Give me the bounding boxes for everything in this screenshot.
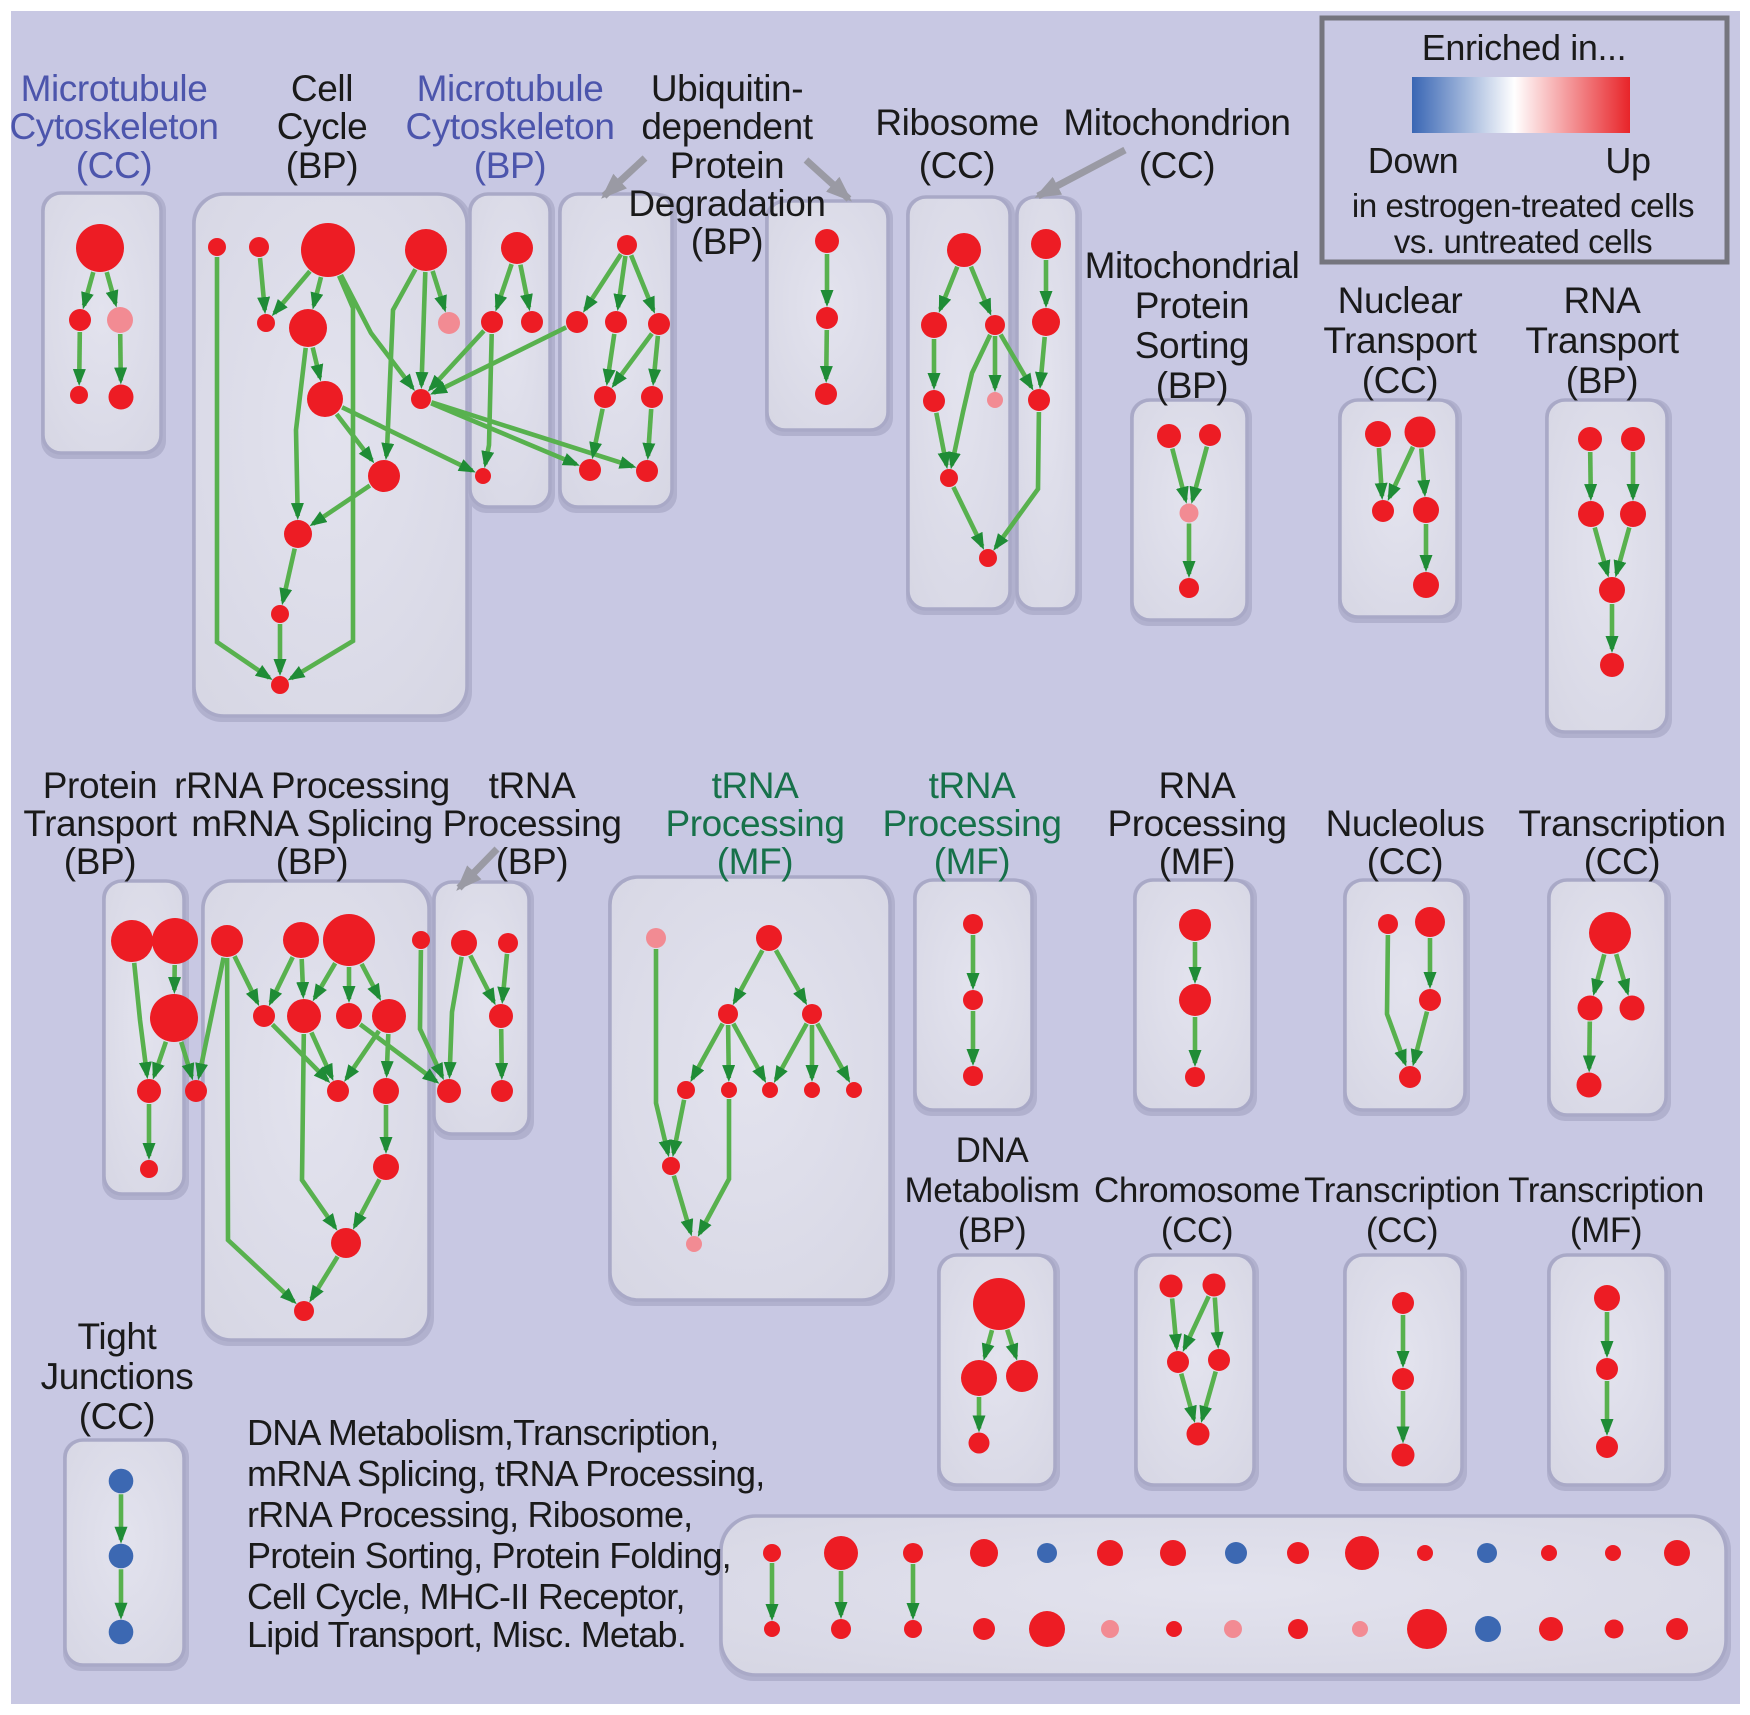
svg-text:Up: Up <box>1605 140 1650 181</box>
svg-text:(CC): (CC) <box>919 145 995 186</box>
svg-text:Ubiquitin-: Ubiquitin- <box>651 68 803 109</box>
svg-text:dependent: dependent <box>641 106 813 147</box>
svg-text:Tight: Tight <box>78 1316 158 1357</box>
svg-text:(CC): (CC) <box>1367 841 1443 882</box>
svg-text:Metabolism: Metabolism <box>905 1171 1080 1210</box>
svg-text:Transcription: Transcription <box>1508 1171 1704 1210</box>
svg-text:rRNA Processing, Ribosome,: rRNA Processing, Ribosome, <box>247 1494 692 1535</box>
svg-text:Cell: Cell <box>291 68 353 109</box>
svg-text:(BP): (BP) <box>286 145 358 186</box>
svg-text:(MF): (MF) <box>1159 841 1235 882</box>
svg-text:Protein: Protein <box>43 765 157 806</box>
svg-text:Cell Cycle, MHC-II Receptor,: Cell Cycle, MHC-II Receptor, <box>247 1576 685 1617</box>
svg-text:rRNA Processing: rRNA Processing <box>174 765 450 806</box>
svg-text:Transcription: Transcription <box>1518 803 1725 844</box>
svg-text:Lipid Transport, Misc. Metab.: Lipid Transport, Misc. Metab. <box>247 1614 686 1655</box>
svg-text:(BP): (BP) <box>691 221 763 262</box>
svg-text:(BP): (BP) <box>958 1211 1026 1250</box>
svg-text:(BP): (BP) <box>64 841 136 882</box>
svg-text:Protein: Protein <box>670 145 784 186</box>
svg-text:Transcription: Transcription <box>1304 1171 1500 1210</box>
svg-text:(MF): (MF) <box>934 841 1010 882</box>
svg-text:Chromosome: Chromosome <box>1094 1171 1300 1210</box>
svg-text:Degradation: Degradation <box>628 183 825 224</box>
svg-text:Cycle: Cycle <box>277 106 368 147</box>
svg-text:Enriched in...: Enriched in... <box>1422 27 1627 68</box>
svg-text:(BP): (BP) <box>276 841 348 882</box>
svg-text:(CC): (CC) <box>1366 1211 1438 1250</box>
svg-text:Junctions: Junctions <box>41 1356 194 1397</box>
svg-text:Ribosome: Ribosome <box>875 102 1038 143</box>
svg-text:(MF): (MF) <box>717 841 793 882</box>
svg-text:Mitochondrion: Mitochondrion <box>1063 102 1290 143</box>
svg-text:Cytoskeleton: Cytoskeleton <box>9 106 218 147</box>
svg-text:Nuclear: Nuclear <box>1338 280 1463 321</box>
svg-text:Transport: Transport <box>1323 320 1477 361</box>
svg-text:(BP): (BP) <box>496 841 568 882</box>
svg-text:Cytoskeleton: Cytoskeleton <box>405 106 614 147</box>
svg-text:DNA: DNA <box>956 1131 1030 1170</box>
svg-text:(CC): (CC) <box>76 145 152 186</box>
svg-text:(CC): (CC) <box>1584 841 1660 882</box>
svg-text:Transport: Transport <box>1525 320 1679 361</box>
svg-text:(CC): (CC) <box>1139 145 1215 186</box>
svg-text:mRNA Splicing: mRNA Splicing <box>191 803 433 844</box>
svg-text:Down: Down <box>1368 140 1458 181</box>
svg-text:(BP): (BP) <box>1566 360 1638 401</box>
svg-text:Nucleolus: Nucleolus <box>1326 803 1485 844</box>
svg-text:Sorting: Sorting <box>1135 325 1249 366</box>
svg-text:Microtubule: Microtubule <box>417 68 604 109</box>
svg-text:tRNA: tRNA <box>712 765 800 806</box>
svg-text:Mitochondrial: Mitochondrial <box>1085 245 1300 286</box>
svg-text:RNA: RNA <box>1564 280 1642 321</box>
svg-text:Protein: Protein <box>1135 285 1249 326</box>
svg-text:in estrogen-treated cells: in estrogen-treated cells <box>1352 187 1694 224</box>
svg-text:Processing: Processing <box>665 803 844 844</box>
svg-text:mRNA Splicing, tRNA Processing: mRNA Splicing, tRNA Processing, <box>247 1453 764 1494</box>
svg-text:Processing: Processing <box>442 803 621 844</box>
svg-text:Protein Sorting, Protein Foldi: Protein Sorting, Protein Folding, <box>247 1535 731 1576</box>
svg-text:DNA Metabolism,Transcription,: DNA Metabolism,Transcription, <box>247 1412 719 1453</box>
svg-text:Transport: Transport <box>23 803 177 844</box>
svg-text:tRNA: tRNA <box>489 765 577 806</box>
svg-text:(CC): (CC) <box>1362 360 1438 401</box>
svg-text:vs. untreated cells: vs. untreated cells <box>1394 223 1652 260</box>
svg-text:RNA: RNA <box>1159 765 1237 806</box>
svg-text:(CC): (CC) <box>1161 1211 1233 1250</box>
svg-text:(MF): (MF) <box>1570 1211 1642 1250</box>
svg-text:Processing: Processing <box>1107 803 1286 844</box>
svg-text:(BP): (BP) <box>474 145 546 186</box>
svg-text:(BP): (BP) <box>1156 365 1228 406</box>
svg-text:Microtubule: Microtubule <box>21 68 208 109</box>
svg-text:Processing: Processing <box>882 803 1061 844</box>
svg-text:tRNA: tRNA <box>929 765 1017 806</box>
svg-text:(CC): (CC) <box>79 1396 155 1437</box>
